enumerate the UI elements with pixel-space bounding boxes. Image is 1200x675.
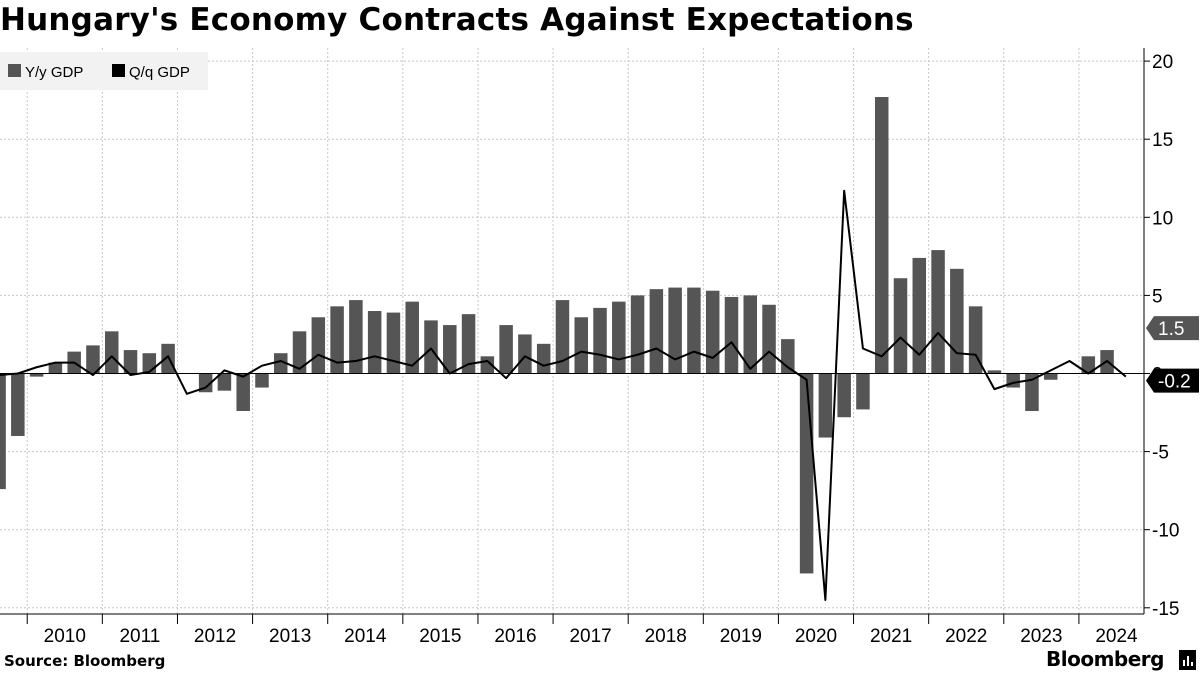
y-tick-label: 20 [1152,52,1173,73]
bar [349,300,363,374]
bloomberg-terminal-icon [1179,650,1196,670]
x-tick-label: 2013 [269,626,311,647]
legend: Y/y GDP Q/q GDP [0,52,208,90]
last-value-flag [1146,368,1199,393]
bar [311,317,326,374]
x-tick-label: 2022 [945,626,987,647]
x-tick-label: 2018 [645,626,687,647]
bar [856,373,870,410]
bar [912,257,927,374]
x-tick-label: 2011 [119,626,160,647]
bar [837,373,851,418]
x-tick-label: 2010 [44,626,86,647]
bar [931,250,945,374]
bar [123,350,138,374]
bar [386,312,401,374]
legend-label: Y/y GDP [25,64,83,81]
x-tick-label: 2016 [494,626,536,647]
brand-logo: Bloomberg [1046,647,1164,671]
bar [29,373,44,377]
bar [11,373,25,436]
legend-swatch [8,64,21,77]
bar [649,289,664,374]
bar [705,290,720,374]
bar [555,300,570,374]
bar [198,373,213,393]
y-tick-label: -10 [1152,521,1179,542]
bar-series [0,97,1114,574]
bar [142,353,157,374]
bar [499,325,513,374]
bar [743,295,758,374]
x-tick-label: 2015 [419,626,461,647]
bar [461,314,476,374]
bar [424,320,438,374]
last-value-label: -0.2 [1158,372,1191,393]
bar [330,306,344,374]
bar [874,97,889,374]
x-tick-label: 2020 [795,626,837,647]
bar [104,331,119,374]
x-tick-label: 2024 [1095,626,1138,647]
bar [443,325,457,374]
bar [1025,373,1039,411]
x-tick-label: 2014 [344,626,387,647]
legend-box [0,52,208,90]
y-tick-label: -5 [1152,443,1169,464]
line-series [0,189,1127,601]
bar [161,343,175,374]
bar [0,373,6,490]
bar [987,370,1002,374]
y-tick-label: 10 [1152,208,1173,229]
bar [518,334,532,374]
bar [687,287,701,374]
bar [950,268,964,374]
y-tick-label: 15 [1152,130,1173,151]
y-tick-label: -15 [1152,599,1179,620]
x-tick-label: 2019 [720,626,762,647]
source-note: Source: Bloomberg [4,652,166,670]
chart-title: Hungary's Economy Contracts Against Expe… [0,2,914,38]
bar [217,373,232,391]
bar [968,306,983,374]
last-value-flag [1146,316,1199,341]
bar [593,307,607,374]
bar [612,301,626,374]
bar [893,278,908,374]
bar [724,296,739,374]
legend-swatch [112,64,125,77]
bar [574,317,588,374]
last-value-label: 1.5 [1158,319,1184,340]
last-value-labels: 1.5 -0.2 [1146,316,1199,393]
bar [274,353,288,374]
bar [818,373,833,438]
bar [86,345,100,374]
bar [799,373,814,574]
legend-label: Q/q GDP [129,64,190,81]
bar [48,362,63,374]
x-tick-label: 2012 [194,626,236,647]
bar [630,295,645,374]
bar [292,331,307,374]
bar [367,311,382,374]
bar [405,301,419,374]
x-tick-label: 2017 [569,626,611,647]
axes: 20151050-5-10-15201020112012201320142015… [0,48,1179,647]
bar [1081,356,1096,374]
bar [668,287,682,374]
bar [1043,373,1058,380]
x-tick-label: 2021 [870,626,912,647]
qq-gdp-line [0,189,1127,601]
x-tick-label: 2023 [1020,626,1062,647]
y-tick-label: 5 [1152,286,1163,307]
bar [255,373,269,388]
bar [536,343,551,374]
bar [762,304,776,374]
bar [236,373,250,411]
